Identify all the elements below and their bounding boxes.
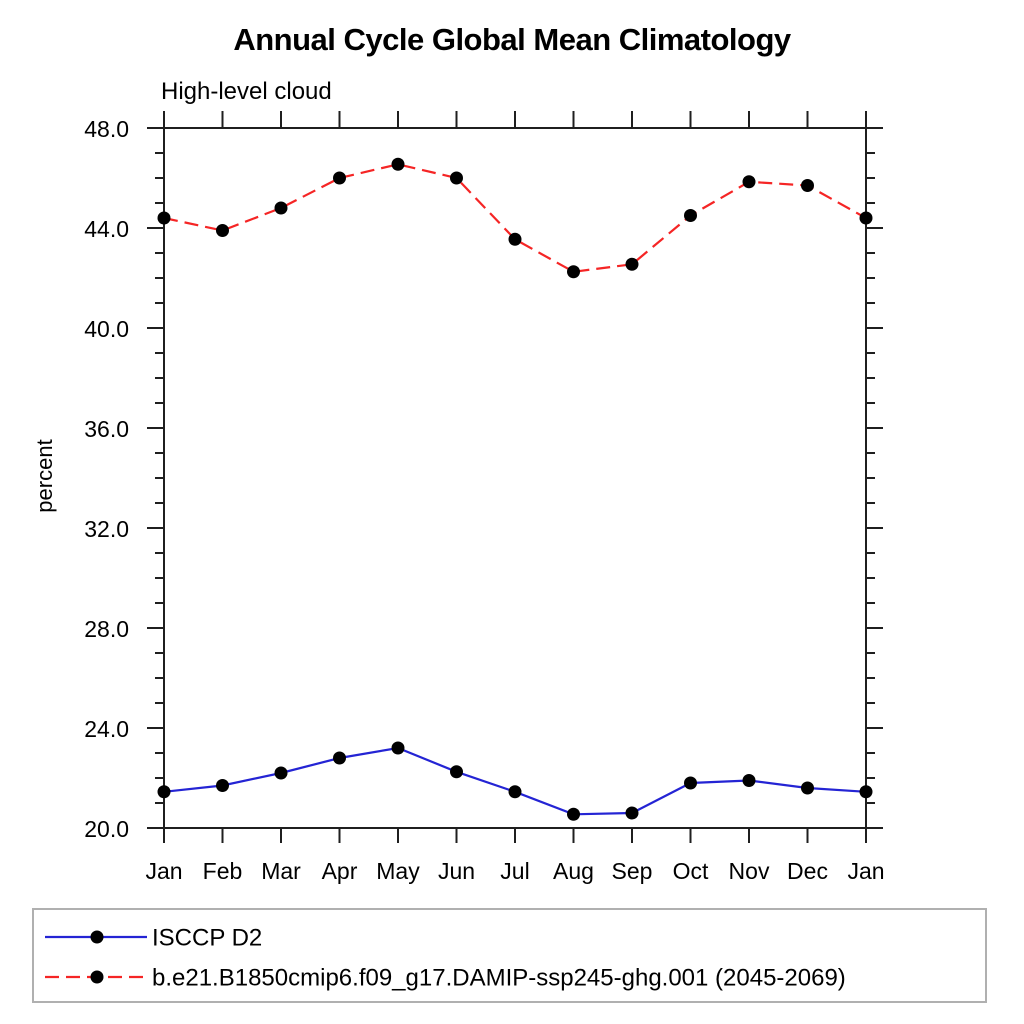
y-tick-label: 20.0 <box>84 816 129 842</box>
x-tick-label: Jan <box>847 858 884 884</box>
legend-marker-0 <box>90 930 104 944</box>
data-point-marker <box>216 224 229 237</box>
data-point-marker <box>333 171 346 185</box>
x-tick-label: Jun <box>438 858 475 884</box>
y-tick-label: 48.0 <box>84 116 129 142</box>
chart-subtitle: High-level cloud <box>161 78 332 105</box>
data-point-marker <box>274 766 288 780</box>
y-axis-title: percent <box>32 439 57 512</box>
data-point-marker <box>567 265 580 279</box>
series-line-1 <box>163 163 867 273</box>
x-tick-label: Aug <box>553 858 594 884</box>
data-point-marker <box>157 785 171 799</box>
data-point-marker <box>742 175 756 189</box>
data-point-marker <box>391 157 405 171</box>
data-point-marker <box>450 765 463 779</box>
data-point-marker <box>859 211 873 225</box>
plot-area: Jan Feb Mar Apr May Jun Jul Aug Sep Oct Nov Dec Jan 2… <box>84 111 885 884</box>
data-point-marker <box>859 785 873 799</box>
y-tick-label: 28.0 <box>84 616 129 642</box>
data-point-marker <box>684 209 697 222</box>
x-tick-label: Jan <box>145 858 182 884</box>
x-tick-label: Nov <box>729 858 770 884</box>
data-point-marker <box>333 751 346 765</box>
data-point-marker <box>157 211 171 225</box>
y-tick-label: 44.0 <box>84 216 129 242</box>
data-point-marker <box>801 781 814 795</box>
y-tick-label: 36.0 <box>84 416 129 442</box>
data-point-marker <box>801 179 814 192</box>
data-point-marker <box>625 257 639 271</box>
legend-marker-1 <box>90 970 104 984</box>
data-point-marker <box>274 201 288 215</box>
legend: ISCCP D2 b.e21.B1850cmip6.f09_g17.DAMIP-s… <box>32 908 987 1003</box>
legend-label-1: b.e21.B1850cmip6.f09_g17.DAMIP-ssp245-gh… <box>152 965 846 992</box>
x-tick-label: Dec <box>787 858 828 884</box>
x-tick-label: May <box>376 858 420 884</box>
x-tick-label: Oct <box>673 858 709 884</box>
legend-box <box>32 908 987 1003</box>
series-layer <box>157 157 873 821</box>
data-point-marker <box>508 232 522 246</box>
x-tick-label: Mar <box>261 858 301 884</box>
data-point-marker <box>567 807 580 821</box>
y-tick-label: 24.0 <box>84 716 129 742</box>
data-point-marker <box>216 779 229 792</box>
data-point-marker <box>742 774 756 787</box>
chart-title: Annual Cycle Global Mean Climatology <box>233 22 792 57</box>
data-point-marker <box>625 806 639 820</box>
series-line-0 <box>163 746 867 816</box>
x-tick-label: Jul <box>500 858 529 884</box>
data-point-marker <box>450 171 463 185</box>
x-tick-label: Sep <box>612 858 653 884</box>
x-tick-label: Feb <box>203 858 243 884</box>
x-tick-label: Apr <box>322 858 358 884</box>
data-point-marker <box>391 741 405 755</box>
legend-label-0: ISCCP D2 <box>152 925 262 952</box>
data-point-marker <box>684 776 697 790</box>
y-tick-label: 40.0 <box>84 316 129 342</box>
data-point-marker <box>508 785 522 799</box>
y-tick-label: 32.0 <box>84 516 129 542</box>
